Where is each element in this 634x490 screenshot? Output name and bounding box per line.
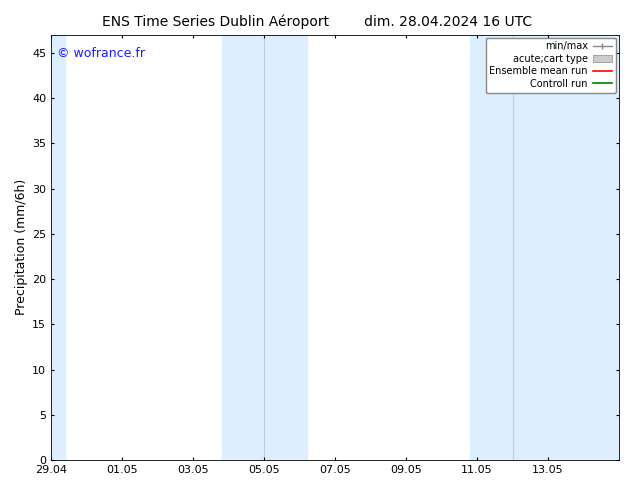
Legend: min/max, acute;cart type, Ensemble mean run, Controll run: min/max, acute;cart type, Ensemble mean … — [486, 38, 616, 93]
Bar — [221, 35, 307, 460]
Bar — [470, 35, 619, 460]
Text: © wofrance.fr: © wofrance.fr — [57, 48, 145, 60]
Text: ENS Time Series Dublin Aéroport        dim. 28.04.2024 16 UTC: ENS Time Series Dublin Aéroport dim. 28.… — [102, 15, 532, 29]
Y-axis label: Precipitation (mm/6h): Precipitation (mm/6h) — [15, 179, 28, 316]
Bar — [51, 35, 65, 460]
